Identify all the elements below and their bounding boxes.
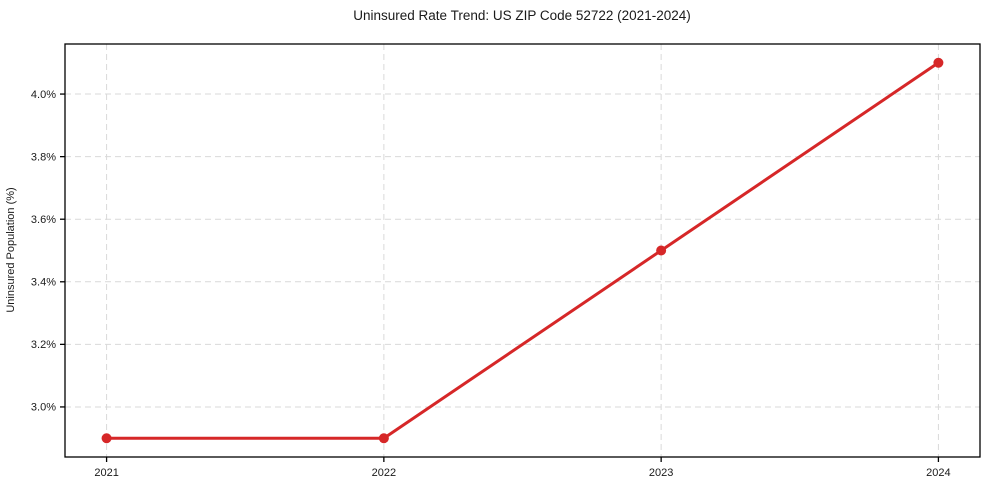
y-tick-label: 3.8% — [31, 151, 56, 163]
trend-line — [105, 61, 940, 440]
axis-ticks: 3.0% 3.2% 3.4% 3.6% 3.8% 4.0% 2021 2022 2023 2024 — [31, 89, 951, 479]
y-axis-label: Uninsured Population (%) — [5, 187, 17, 312]
gridlines — [65, 44, 980, 457]
data-point — [933, 57, 944, 68]
plot-frame — [64, 43, 981, 458]
data-series — [101, 57, 944, 444]
y-tick-label: 3.6% — [31, 214, 56, 226]
y-tick-label: 4.0% — [31, 89, 56, 101]
y-tick-label: 3.4% — [31, 277, 56, 289]
data-point — [378, 433, 389, 444]
x-tick-label: 2021 — [94, 467, 118, 479]
x-tick-label: 2023 — [649, 467, 673, 479]
data-point — [656, 245, 667, 256]
x-tick-label: 2024 — [926, 467, 950, 479]
x-tick-label: 2022 — [372, 467, 396, 479]
data-point — [101, 433, 112, 444]
y-tick-label: 3.0% — [31, 402, 56, 414]
chart-title: Uninsured Rate Trend: US ZIP Code 52722 … — [353, 8, 690, 23]
y-tick-label: 3.2% — [31, 339, 56, 351]
